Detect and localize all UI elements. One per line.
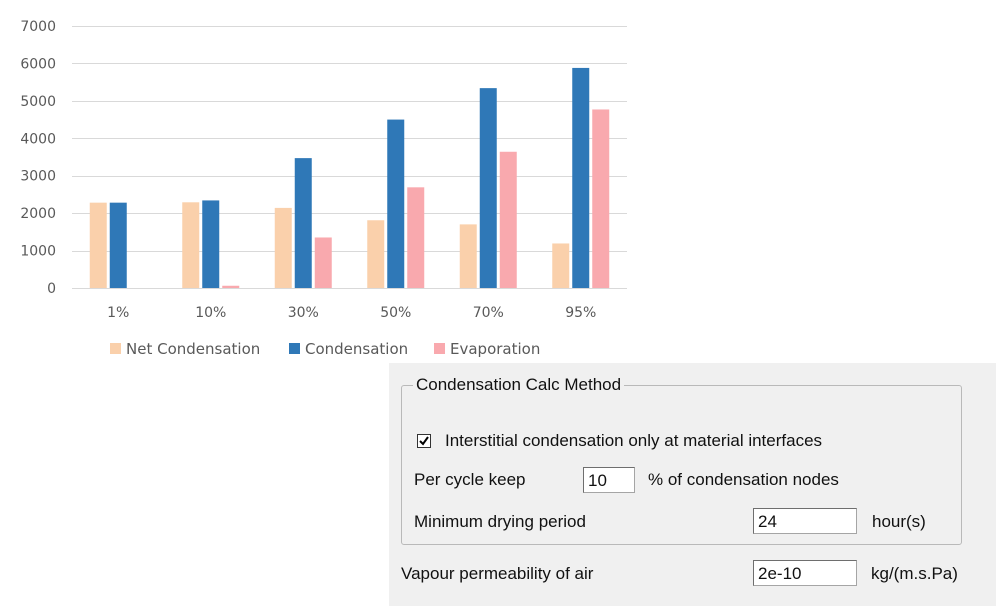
- y-axis-ticks: 0 1000 2000 3000 4000 5000 6000 7000: [20, 19, 56, 297]
- bar-condensation: [294, 158, 312, 288]
- bar-condensation: [109, 202, 127, 288]
- condensation-settings-panel: Condensation Calc Method Interstitial co…: [389, 363, 996, 606]
- per-cycle-keep-input[interactable]: 10: [583, 467, 635, 493]
- per-cycle-unit-label: % of condensation nodes: [648, 470, 839, 489]
- bar-evaporation: [407, 187, 425, 288]
- minimum-drying-period-label: Minimum drying period: [414, 512, 586, 531]
- per-cycle-keep-label: Per cycle keep: [414, 470, 526, 489]
- x-tick-label: 1%: [107, 305, 129, 321]
- chart-bars: [89, 67, 610, 288]
- chart-gridlines: [72, 26, 627, 289]
- vapour-permeability-unit-label: kg/(m.s.Pa): [871, 564, 958, 583]
- bar-condensation: [202, 200, 220, 288]
- x-tick-label: 50%: [380, 305, 411, 321]
- bar-net-condensation: [367, 220, 385, 288]
- legend-label: Net Condensation: [126, 340, 260, 358]
- minimum-drying-period-input[interactable]: 24: [753, 508, 857, 534]
- bar-condensation: [572, 67, 590, 288]
- bar-evaporation: [222, 285, 240, 288]
- y-tick-label: 2000: [20, 206, 56, 222]
- bar-chart: 0 1000 2000 3000 4000 5000 6000 7000 1% 10% 30% 50…: [20, 19, 627, 358]
- y-tick-label: 0: [47, 281, 56, 297]
- x-tick-label: 30%: [288, 305, 319, 321]
- bar-net-condensation: [89, 202, 107, 288]
- x-tick-label: 95%: [565, 305, 596, 321]
- bar-net-condensation: [459, 224, 477, 288]
- legend-swatch: [110, 343, 121, 354]
- bar-evaporation: [592, 109, 610, 288]
- y-tick-label: 5000: [20, 94, 56, 110]
- bar-net-condensation: [274, 207, 292, 288]
- bar-net-condensation: [182, 202, 200, 288]
- y-tick-label: 3000: [20, 169, 56, 185]
- group-title: Condensation Calc Method: [413, 375, 625, 395]
- x-axis-ticks: 1% 10% 30% 50% 70% 95%: [107, 305, 596, 321]
- bar-condensation: [479, 88, 497, 288]
- legend-label: Condensation: [305, 340, 408, 358]
- bar-evaporation: [499, 151, 517, 288]
- x-tick-label: 10%: [195, 305, 226, 321]
- legend-swatch: [289, 343, 300, 354]
- interstitial-condensation-checkbox[interactable]: [417, 434, 431, 448]
- vapour-permeability-input[interactable]: 2e-10: [753, 560, 857, 586]
- chart-legend: Net Condensation Condensation Evaporation: [110, 340, 540, 358]
- bar-evaporation: [314, 237, 332, 288]
- condensation-calc-method-group: Condensation Calc Method Interstitial co…: [401, 375, 962, 545]
- bar-condensation: [387, 119, 405, 288]
- legend-label: Evaporation: [450, 340, 540, 358]
- y-tick-label: 7000: [20, 19, 56, 35]
- x-tick-label: 70%: [473, 305, 504, 321]
- legend-swatch: [434, 343, 445, 354]
- y-tick-label: 1000: [20, 244, 56, 260]
- interstitial-condensation-label[interactable]: Interstitial condensation only at materi…: [445, 431, 823, 450]
- y-tick-label: 4000: [20, 131, 56, 147]
- checkmark-icon: [419, 436, 429, 446]
- y-tick-label: 6000: [20, 56, 56, 72]
- minimum-drying-unit-label: hour(s): [872, 512, 926, 531]
- vapour-permeability-label: Vapour permeability of air: [401, 564, 594, 583]
- bar-net-condensation: [552, 243, 570, 288]
